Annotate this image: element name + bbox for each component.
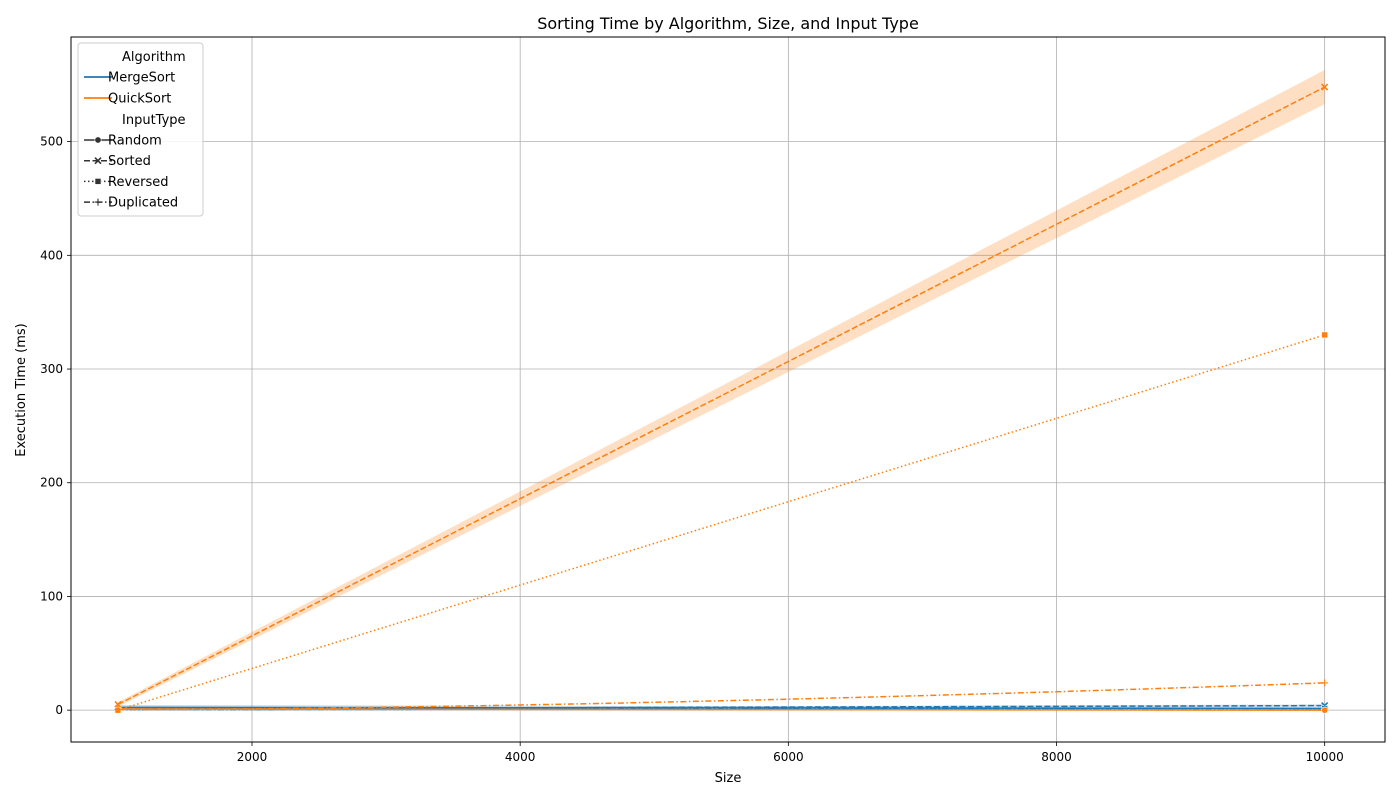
- y-axis-label: Execution Time (ms): [14, 323, 29, 456]
- plot-area-frame: [70, 36, 1386, 743]
- y-tick-label: 300: [40, 362, 63, 376]
- chart-title: Sorting Time by Algorithm, Size, and Inp…: [537, 14, 919, 33]
- quicksort-random-line: [117, 708, 1325, 711]
- y-tick-label: 500: [40, 135, 63, 149]
- x-tick-label: 4000: [505, 750, 536, 764]
- legend-title-algorithm: Algorithm: [122, 50, 186, 65]
- quicksort-random-point: [1321, 706, 1329, 714]
- legend-label-duplicated: Duplicated: [108, 196, 178, 211]
- axis-ticks: 2000 4000 6000 8000 10000 0 100 200 300 400 500: [40, 135, 1344, 764]
- x-tick-label: 8000: [1041, 750, 1072, 764]
- quicksort-sorted-point: [114, 700, 122, 709]
- x-tick-label: 10000: [1306, 750, 1344, 764]
- legend-title-inputtype: InputType: [122, 113, 186, 128]
- legend-label-sorted: Sorted: [108, 154, 151, 169]
- series-markers: [114, 83, 1329, 714]
- legend-label-mergesort: MergeSort: [108, 71, 175, 86]
- legend-marker-duplicated: [94, 198, 102, 206]
- legend-label-random: Random: [108, 134, 162, 149]
- y-tick-label: 200: [40, 476, 63, 490]
- quicksort-duplicated-point: [1321, 679, 1329, 687]
- legend-marker-reversed: [94, 178, 102, 185]
- legend-marker-random: [94, 136, 102, 144]
- x-tick-label: 6000: [773, 750, 804, 764]
- quicksort-sorted-line: [117, 86, 1326, 706]
- quicksort-duplicated-point: [114, 706, 122, 714]
- quicksort-sorted-point: [1321, 83, 1329, 91]
- series-lines: [117, 86, 1326, 711]
- legend-marker-sorted: [94, 157, 102, 165]
- quicksort-reversed-point: [1321, 331, 1328, 339]
- quicksort-sorted-confidence-band: [117, 69, 1325, 707]
- quicksort-reversed-line: [117, 334, 1325, 711]
- grid: [71, 37, 1385, 742]
- legend-label-quicksort: QuickSort: [108, 92, 171, 107]
- x-axis-label: Size: [715, 771, 742, 786]
- quicksort-duplicated-line: [117, 682, 1325, 711]
- legend-box: [77, 42, 204, 217]
- y-tick-label: 100: [40, 589, 63, 603]
- y-tick-label: 0: [55, 703, 63, 717]
- y-tick-label: 400: [40, 248, 63, 262]
- x-tick-label: 2000: [237, 750, 268, 764]
- legend-label-reversed: Reversed: [108, 175, 169, 190]
- legend: Algorithm MergeSort QuickSort InputType Rand…: [77, 42, 204, 217]
